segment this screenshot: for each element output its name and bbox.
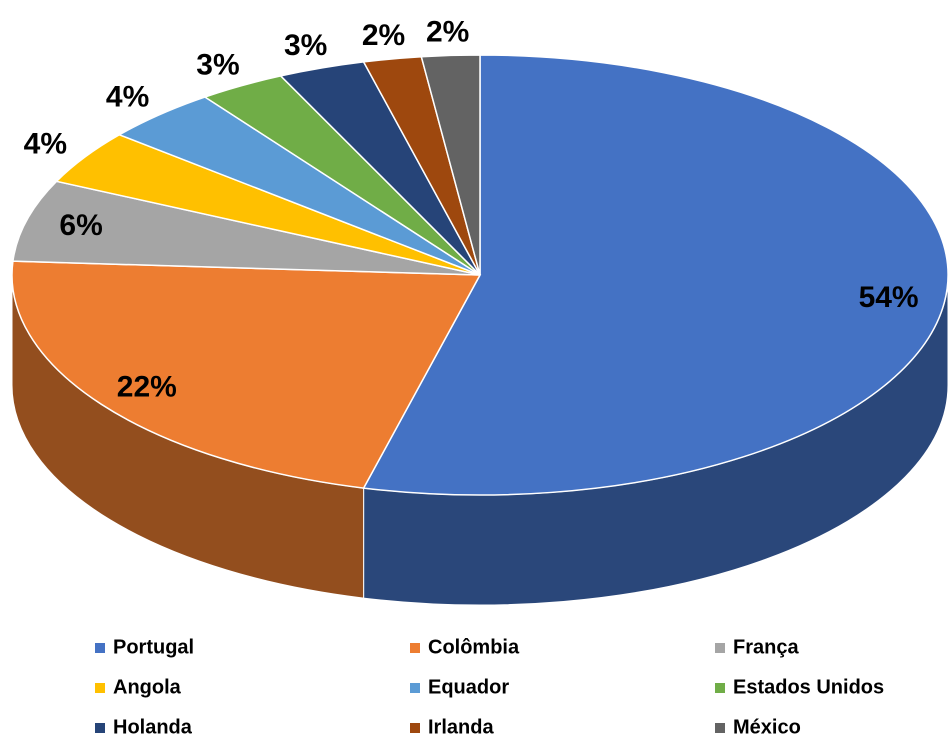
data-label: 3% — [284, 29, 327, 62]
legend-label: Angola — [113, 676, 182, 698]
legend-label: Colômbia — [428, 636, 520, 658]
legend-swatch — [715, 723, 725, 733]
data-label: 3% — [196, 49, 239, 82]
data-label: 54% — [859, 281, 919, 314]
legend-label: Holanda — [113, 716, 193, 738]
legend-label: Portugal — [113, 636, 194, 658]
pie-slice — [12, 180, 481, 276]
legend-swatch — [410, 683, 420, 693]
pie-slice — [11, 260, 482, 489]
legend-label: Estados Unidos — [733, 676, 884, 698]
legend-swatch — [715, 643, 725, 653]
legend-label: Irlanda — [428, 716, 494, 738]
legend-label: Equador — [428, 676, 509, 698]
legend-label: México — [733, 716, 801, 738]
legend-swatch — [95, 683, 105, 693]
data-label: 22% — [117, 371, 177, 404]
data-label: 4% — [24, 127, 67, 160]
pie-slice — [420, 54, 481, 276]
pie-tops — [11, 54, 949, 496]
data-label: 6% — [59, 209, 102, 242]
legend-label: França — [733, 636, 799, 658]
pie-slice — [362, 54, 949, 496]
legend-swatch — [715, 683, 725, 693]
legend-swatch — [95, 643, 105, 653]
data-labels: 54% 22% 6% 4% 4% 3% 3% 2% 2% — [24, 15, 919, 403]
data-label: 2% — [426, 15, 469, 48]
data-label: 2% — [362, 19, 405, 52]
data-label: 4% — [106, 81, 149, 114]
legend-swatch — [95, 723, 105, 733]
legend-swatch — [410, 643, 420, 653]
legend: Portugal Colômbia França Angola Equador Estad… — [95, 636, 884, 738]
legend-swatch — [410, 723, 420, 733]
